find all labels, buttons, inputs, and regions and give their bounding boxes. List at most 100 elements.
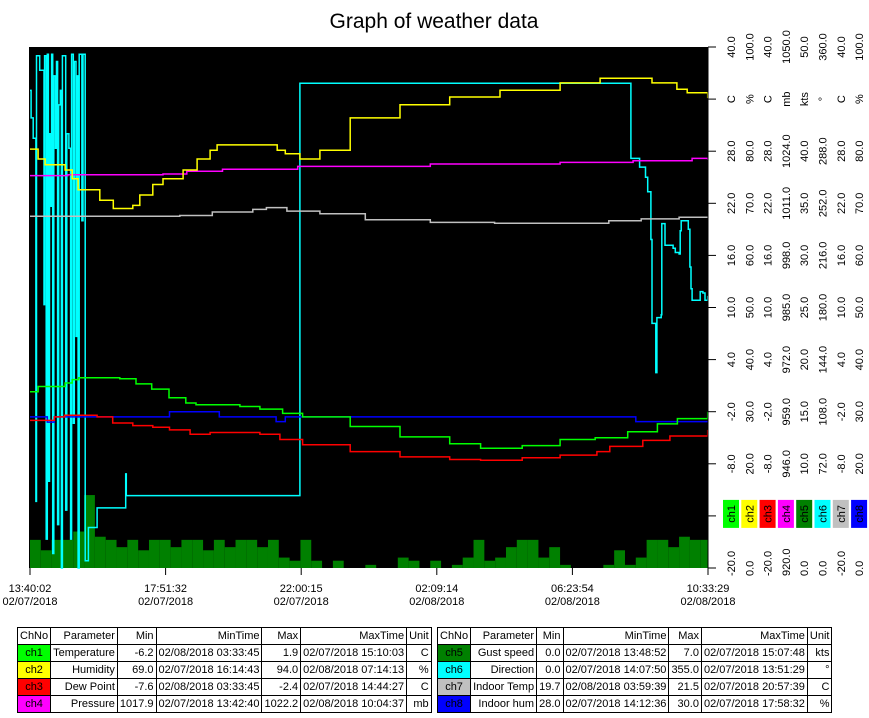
y-tick-label-ch8: 100.0 (854, 33, 866, 61)
y-tick-label-ch5: 50.0 (799, 36, 811, 57)
max-time-cell: 02/08/2018 10:04:37 (300, 695, 408, 713)
y-tick-label-ch4: 998.0 (781, 242, 793, 270)
channel-chip: ch7 (436, 678, 472, 696)
y-tick-label-ch3: 10.0 (763, 297, 775, 318)
gust-bar (473, 539, 485, 568)
gust-bar (516, 539, 528, 568)
max-time-cell: 02/07/2018 14:44:27 (300, 678, 408, 696)
y-tick-label-ch8: 40.0 (854, 349, 866, 370)
gust-bar (127, 539, 139, 568)
table-row: ch8 Indoor hum 28.0 02/07/2018 14:12:36 30.0… (436, 695, 833, 713)
x-tick-time: 06:23:54 (551, 583, 594, 595)
y-tick-label-ch5: 35.0 (799, 193, 811, 214)
parameter-cell: Gust speed (470, 644, 538, 662)
max-time-cell: 02/07/2018 20:57:39 (700, 678, 808, 696)
min-cell: 28.0 (536, 695, 564, 713)
x-tick-date: 02/07/2018 (2, 596, 57, 608)
weather-chart: Graph of weather data 13:40:0202/07/2018… (2, 10, 868, 608)
channel-chip: ch1 (16, 644, 52, 662)
gust-bar (94, 536, 106, 568)
gust-bar (635, 557, 647, 568)
min-cell: 19.7 (536, 678, 564, 696)
gust-bar (657, 539, 669, 568)
plot-area (29, 47, 708, 568)
col-mintime: MinTime (562, 627, 670, 645)
table-row: ch3 Dew Point -7.6 02/08/2018 03:33:45 -2.4 0… (16, 678, 432, 696)
gust-bar (235, 539, 247, 568)
y-tick-label-ch3: 16.0 (763, 245, 775, 266)
y-tick-label-ch5: 15.0 (799, 401, 811, 422)
legend-label-ch5: ch5 (799, 505, 811, 523)
y-axes: 40.0 28.0 22.0 16.0 10.0 4.0 -2.0 -8.0 -20.0 Cch1… (707, 30, 868, 576)
y-tick-label-ch7: 10.0 (836, 297, 848, 318)
parameter-cell: Pressure (50, 695, 118, 713)
unit-cell: C (806, 678, 833, 696)
gust-bar (505, 547, 517, 568)
series-line-ch6 (30, 53, 709, 569)
x-tick-date: 02/08/2018 (680, 596, 735, 608)
col-min: Min (116, 627, 157, 645)
table-row: ch5 Gust speed 0.0 02/07/2018 13:48:52 7.0 02… (436, 644, 833, 662)
y-tick-label-ch6: 180.0 (818, 294, 830, 322)
gust-bar (624, 564, 636, 568)
series-line-ch7 (30, 206, 708, 225)
series-line-ch1 (30, 377, 709, 449)
min-time-cell: 02/08/2018 03:33:45 (155, 644, 263, 662)
x-tick-time: 02:09:14 (415, 583, 458, 595)
min-time-cell: 02/07/2018 14:07:50 (562, 661, 670, 679)
gust-bar (203, 550, 214, 568)
max-time-cell: 02/08/2018 07:14:13 (300, 661, 408, 679)
max-time-cell: 02/07/2018 13:51:29 (700, 661, 808, 679)
chart-title: Graph of weather data (330, 10, 539, 33)
y-tick-label-ch1: 16.0 (726, 245, 738, 266)
y-tick-label-ch5: 10.0 (799, 453, 811, 474)
y-tick-label-ch6: 72.0 (818, 453, 830, 474)
parameter-cell: Indoor Temp (470, 678, 538, 696)
gust-bar (332, 560, 344, 568)
gust-bar (484, 560, 496, 568)
min-cell: 0.0 (536, 661, 564, 679)
parameter-cell: Temperature (50, 644, 118, 662)
legend-label-ch6: ch6 (818, 505, 830, 523)
gust-bar (365, 564, 377, 568)
y-tick-label-ch2: 60.0 (744, 245, 756, 266)
col-maxtime: MaxTime (700, 627, 808, 645)
series-line-ch4 (30, 157, 709, 177)
legend-chip-ch2 (741, 499, 758, 528)
col-min: Min (536, 627, 564, 645)
min-cell: 69.0 (116, 661, 157, 679)
y-tick-label-ch1: 28.0 (726, 140, 738, 161)
series-line-ch2 (30, 77, 709, 210)
min-time-cell: 02/08/2018 03:33:45 (155, 678, 263, 696)
gust-bar (29, 539, 41, 568)
min-time-cell: 02/07/2018 16:14:43 (155, 661, 263, 679)
gust-bar (397, 557, 409, 568)
legend-label-ch2: ch2 (744, 505, 756, 523)
unit-cell: ° (806, 661, 833, 679)
y-tick-label-ch2: 0.0 (744, 561, 756, 576)
gust-bar (267, 539, 279, 568)
table-row: ch2 Humidity 69.0 02/07/2018 16:14:43 94.0 02… (16, 661, 432, 679)
y-tick-label-ch8: 0.0 (854, 561, 866, 576)
y-tick-label-ch1: -8.0 (726, 454, 738, 473)
x-tick-time: 13:40:02 (9, 583, 52, 595)
gust-bar (148, 539, 160, 568)
max-time-cell: 02/07/2018 15:07:48 (700, 644, 808, 662)
col-parameter: Parameter (470, 627, 538, 645)
parameter-cell: Dew Point (50, 678, 118, 696)
col-maxtime: MaxTime (300, 627, 408, 645)
table-row: ch6 Direction 0.0 02/07/2018 14:07:50 355.0 0… (436, 661, 833, 679)
col-max: Max (668, 627, 702, 645)
unit-cell: mb (406, 695, 432, 713)
y-tick-label-ch2: 80.0 (744, 140, 756, 161)
legend-chip-ch4 (777, 499, 794, 528)
y-tick-label-ch7: 28.0 (836, 140, 848, 161)
table-header-row: ChNo Parameter Min MinTime Max MaxTime U… (16, 627, 432, 645)
gust-bar (116, 547, 128, 568)
unit-cell: % (406, 661, 432, 679)
gust-bar (213, 539, 225, 568)
gust-bar (105, 539, 117, 568)
gust-bar (278, 557, 290, 568)
y-tick-label-ch7: 16.0 (836, 245, 848, 266)
y-unit-label-ch2: % (744, 94, 756, 104)
